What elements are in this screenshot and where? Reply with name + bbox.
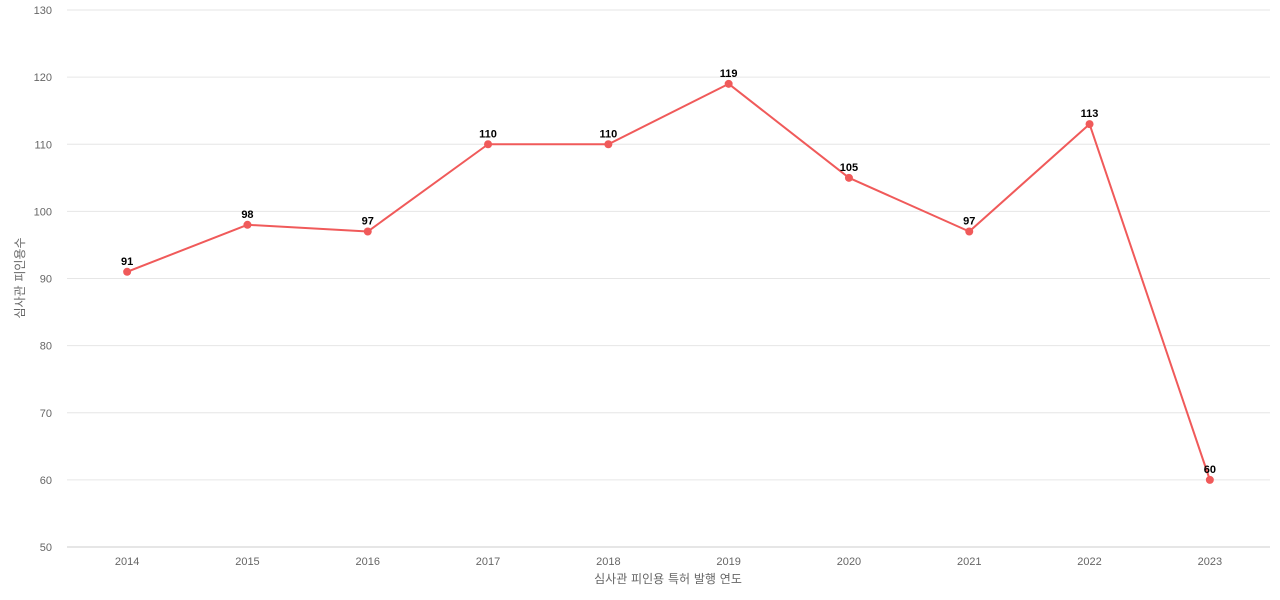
data-label: 110 xyxy=(599,128,617,140)
series-layer xyxy=(123,79,1214,484)
x-tick-label: 2022 xyxy=(1077,556,1101,568)
x-tick-label: 2023 xyxy=(1198,556,1222,568)
y-tick-label: 70 xyxy=(40,408,52,420)
x-tick-label: 2021 xyxy=(957,556,981,568)
x-tick-label: 2016 xyxy=(356,556,380,568)
data-point[interactable] xyxy=(1085,120,1094,129)
data-point[interactable] xyxy=(844,173,853,182)
y-tick-label: 60 xyxy=(40,475,52,487)
data-label: 97 xyxy=(362,216,374,228)
data-point[interactable] xyxy=(1205,475,1214,484)
series-line xyxy=(126,82,1211,481)
data-point[interactable] xyxy=(604,140,613,149)
x-tick-label: 2020 xyxy=(837,556,861,568)
y-tick-label: 130 xyxy=(34,5,52,17)
data-label: 60 xyxy=(1204,464,1216,476)
y-tick-label: 120 xyxy=(34,72,52,84)
data-label: 91 xyxy=(121,256,133,268)
gridlines xyxy=(67,9,1270,548)
y-tick-label: 80 xyxy=(40,341,52,353)
y-tick-label: 50 xyxy=(40,542,52,554)
data-label: 105 xyxy=(840,162,858,174)
y-axis-title: 심사관 피인용수 xyxy=(13,237,27,318)
x-tick-label: 2019 xyxy=(716,556,740,568)
data-point[interactable] xyxy=(123,267,132,276)
y-axis-ticks: 50 60 70 80 90 100 110 120 130 xyxy=(34,5,52,554)
x-axis-ticks: 2014 2015 2016 2017 2018 2019 2020 2021 2022 2023 xyxy=(115,556,1222,568)
y-tick-label: 110 xyxy=(34,139,52,151)
data-point[interactable] xyxy=(484,140,493,149)
data-point[interactable] xyxy=(363,227,372,236)
data-label: 119 xyxy=(720,68,738,80)
data-point[interactable] xyxy=(243,220,252,229)
data-point[interactable] xyxy=(965,227,974,236)
x-axis-title: 심사관 피인용 특허 발행 연도 xyxy=(594,571,742,586)
data-label: 97 xyxy=(963,216,975,228)
x-tick-label: 2017 xyxy=(476,556,500,568)
data-labels: 91 98 97 110 110 119 105 97 113 60 xyxy=(121,68,1216,476)
data-label: 113 xyxy=(1081,108,1099,120)
x-tick-label: 2018 xyxy=(596,556,620,568)
data-label: 98 xyxy=(241,209,253,221)
x-tick-label: 2015 xyxy=(235,556,259,568)
data-point[interactable] xyxy=(724,79,733,88)
data-label: 110 xyxy=(479,128,497,140)
x-tick-label: 2014 xyxy=(115,556,139,568)
y-tick-label: 100 xyxy=(34,206,52,218)
y-tick-label: 90 xyxy=(40,274,52,286)
